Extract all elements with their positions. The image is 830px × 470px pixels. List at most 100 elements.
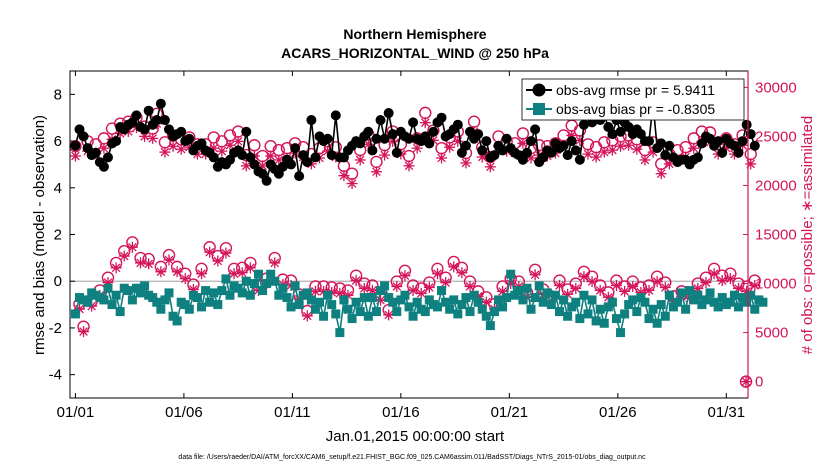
rmse-point — [367, 145, 378, 156]
bias-point — [664, 290, 674, 300]
possible-count-point — [211, 249, 225, 263]
bias-point — [616, 328, 626, 338]
rmse-point — [497, 145, 508, 156]
rmse-point — [330, 110, 341, 121]
bias-point — [742, 297, 752, 307]
bias-point — [595, 304, 605, 314]
bias-point — [221, 274, 231, 284]
rmse-point — [375, 115, 386, 126]
rmse-point — [363, 126, 374, 137]
axes-layer: 01/01 01/06 01/11 01/16 01/21 01/26 01/31 -4 -2 0… — [49, 71, 797, 421]
bias-point — [392, 307, 402, 317]
bias-point — [530, 293, 540, 303]
bias-point — [323, 290, 333, 300]
y-tick-label-right: 0 — [755, 374, 763, 391]
bias-point — [343, 304, 353, 314]
bias-point — [103, 283, 113, 293]
legend-rmse-marker — [532, 83, 546, 97]
possible-count-point — [134, 251, 147, 265]
bias-point — [367, 293, 377, 303]
rmse-point — [737, 136, 748, 147]
bias-point — [420, 307, 430, 317]
rmse-point — [460, 140, 471, 151]
bias-point — [485, 321, 495, 331]
bias-point — [168, 311, 178, 321]
bias-point — [241, 276, 251, 286]
x-tick-label: 01/21 — [491, 404, 529, 421]
asterisk-stroke — [640, 155, 650, 165]
bias-point — [180, 300, 190, 310]
asterisk-stroke — [71, 151, 80, 161]
bias-point — [262, 279, 272, 289]
asterisk-stroke — [217, 146, 227, 156]
bias-point — [563, 311, 573, 321]
possible-count-point — [569, 277, 582, 290]
y-tick-label-left: -4 — [49, 367, 62, 384]
asterisk-stroke — [233, 137, 243, 146]
bias-point — [717, 293, 727, 303]
rmse-point — [526, 136, 537, 147]
rmse-point — [261, 175, 272, 186]
bias-point — [371, 307, 381, 317]
y-axis-label-left: rmse and bias (model - observation) — [31, 115, 48, 355]
x-tick-label: 01/11 — [274, 404, 310, 421]
bias-point — [689, 295, 699, 305]
possible-count-point — [626, 275, 639, 288]
bias-point — [555, 307, 565, 317]
asterisk-stroke — [437, 153, 446, 163]
rmse-point — [159, 115, 170, 126]
bias-point — [697, 300, 707, 310]
bias-point — [404, 302, 414, 312]
bias-point — [339, 295, 349, 305]
possible-count-point — [553, 274, 566, 287]
possible-count-point — [463, 275, 477, 288]
assimilated-count-point — [590, 151, 602, 163]
bias-point — [685, 286, 695, 296]
rmse-point — [717, 147, 728, 158]
bias-point — [331, 309, 341, 319]
bias-point — [359, 293, 369, 303]
bias-point — [579, 290, 589, 300]
bias-point — [355, 307, 365, 317]
rmse-point — [741, 119, 752, 130]
bias-point — [274, 290, 284, 300]
bias-point — [83, 297, 93, 307]
bias-point — [591, 316, 601, 326]
bias-point — [131, 283, 141, 293]
possible-count-point — [650, 270, 664, 283]
rmse-point — [574, 154, 585, 165]
possible-count-point — [223, 129, 237, 142]
bias-point — [201, 286, 211, 296]
asterisk-stroke — [140, 132, 149, 141]
possible-count-point — [716, 269, 729, 282]
rmse-point — [155, 98, 166, 109]
legend-box — [521, 78, 745, 121]
asterisk-stroke — [616, 141, 625, 151]
rmse-point — [391, 147, 402, 158]
bias-point — [518, 295, 528, 305]
bias-point — [302, 288, 312, 298]
rmse-point — [546, 147, 557, 158]
possible-count-point — [439, 271, 452, 284]
bias-point — [599, 318, 609, 328]
y-tick-label-right: 10000 — [755, 276, 797, 293]
rmse-point — [408, 117, 419, 128]
rmse-point — [310, 152, 321, 163]
bias-point — [738, 293, 748, 303]
bias-point — [620, 309, 630, 319]
bias-point — [514, 286, 524, 296]
assimilated-count-point — [354, 154, 366, 166]
rmse-point — [326, 150, 337, 161]
possible-count-point — [528, 263, 542, 277]
possible-count-point — [699, 271, 713, 284]
bias-point — [400, 290, 410, 300]
y-tick-label-right: 5000 — [755, 325, 788, 342]
asterisk-stroke — [99, 143, 109, 153]
bias-point — [347, 314, 357, 324]
bias-point — [660, 311, 670, 321]
bias-point — [469, 290, 479, 300]
rmse-point — [660, 150, 671, 161]
rmse-point — [501, 133, 512, 144]
rmse-point — [615, 126, 626, 137]
